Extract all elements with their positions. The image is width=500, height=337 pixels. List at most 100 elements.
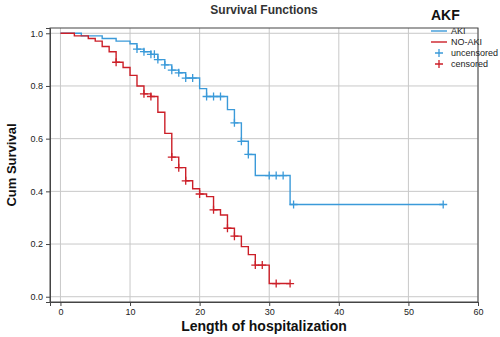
x-tick-label: 0 (58, 307, 63, 317)
y-axis-title: Cum Survival (4, 123, 19, 206)
survival-line (60, 33, 290, 283)
x-tick: 20 (195, 302, 205, 317)
censor-mark (182, 177, 190, 185)
censor-mark (150, 50, 158, 58)
censor-mark (258, 261, 266, 269)
censor-mark (203, 93, 211, 101)
x-tick: 60 (473, 302, 483, 317)
x-tick: 30 (265, 302, 275, 317)
y-tick-label: 0.8 (30, 81, 43, 91)
y-tick-label: 0.2 (30, 239, 43, 249)
legend-symbol (431, 30, 447, 31)
censor-mark (217, 93, 225, 101)
x-axis-line (51, 303, 479, 307)
y-axis: 0.0 0.2 0.4 0.6 0.8 1.0 (30, 29, 50, 303)
survival-line (60, 33, 443, 204)
censor-mark (182, 74, 190, 82)
x-tick-label: 60 (473, 307, 483, 317)
censor-mark (272, 280, 280, 288)
y-tick: 0.2 (30, 239, 50, 249)
grid-line-y (50, 138, 478, 139)
grid-line-y (50, 296, 478, 297)
censor-mark (140, 48, 148, 56)
y-tick-label: 0.4 (30, 187, 43, 197)
x-tick-label: 40 (334, 307, 344, 317)
y-tick-mark (46, 244, 50, 245)
x-axis: 0 10 20 30 40 50 60 (51, 302, 484, 317)
censor-mark (230, 119, 238, 127)
censor-mark (210, 206, 218, 214)
censor-mark (439, 201, 447, 209)
x-tick-mark (269, 302, 270, 306)
x-tick-mark (408, 302, 409, 306)
censor-mark (230, 232, 238, 240)
y-tick-mark (46, 139, 50, 140)
grid-line-x (269, 28, 270, 302)
censor-mark (133, 45, 141, 53)
x-tick-mark (478, 302, 479, 306)
plot-area (60, 33, 447, 287)
legend-symbol (431, 41, 447, 42)
censor-mark (140, 90, 148, 98)
x-tick-mark (60, 302, 61, 306)
plot-frame (50, 28, 478, 302)
censor-mark (265, 172, 273, 180)
censor-mark (279, 172, 287, 180)
censor-mark (272, 172, 280, 180)
grid-line-x (338, 28, 339, 302)
legend-label: uncensored (451, 48, 498, 58)
censor-mark (251, 261, 259, 269)
censor-mark (290, 201, 298, 209)
y-tick-label: 0.0 (30, 292, 43, 302)
censor-mark (147, 93, 155, 101)
grid-line-x (408, 28, 409, 302)
y-tick-mark (46, 191, 50, 192)
x-tick-label: 20 (195, 307, 205, 317)
censor-mark (223, 224, 231, 232)
x-tick: 10 (126, 302, 136, 317)
y-tick-mark (46, 33, 50, 34)
legend-symbol (435, 49, 443, 57)
censor-mark (244, 150, 252, 158)
censor-mark (168, 66, 176, 74)
y-tick-label: 1.0 (30, 29, 43, 39)
legend: AKFAKINO-AKIuncensoredcensored (431, 7, 498, 69)
grid-line-x (60, 28, 61, 302)
chart: 0 10 20 30 40 50 60 0.0 0.2 0.4 0.6 0.8 1.0 Survival … (0, 0, 500, 337)
plot-background (50, 28, 478, 302)
censor-mark (112, 58, 120, 66)
legend-label: AKI (451, 26, 466, 36)
chart-title: Survival Functions (210, 3, 318, 17)
x-tick-mark (130, 302, 131, 306)
x-tick-label: 30 (265, 307, 275, 317)
y-tick: 0.8 (30, 81, 50, 91)
x-tick-mark (200, 302, 201, 306)
legend-symbol (435, 60, 443, 68)
grid-line-y (50, 33, 478, 34)
y-tick-mark (46, 86, 50, 87)
grid-line-y (50, 191, 478, 192)
censor-mark (189, 74, 197, 82)
x-tick-label: 10 (126, 307, 136, 317)
x-tick: 0 (58, 302, 63, 317)
y-tick-mark (46, 297, 50, 298)
censor-mark (175, 164, 183, 172)
censor-mark (286, 280, 294, 288)
y-tick: 1.0 (30, 29, 50, 39)
censor-mark (161, 61, 169, 69)
y-tick: 0.0 (30, 292, 50, 302)
x-axis-title: Length of hospitalization (181, 318, 347, 334)
grid-line-x (199, 28, 200, 302)
legend-label: NO-AKI (451, 37, 482, 47)
x-tick: 50 (404, 302, 414, 317)
censor-mark (175, 69, 183, 77)
censor-mark (196, 190, 204, 198)
y-tick-label: 0.6 (30, 134, 43, 144)
censor-mark (154, 56, 162, 64)
legend-title: AKF (431, 7, 460, 23)
x-tick-label: 50 (404, 307, 414, 317)
x-tick: 40 (334, 302, 344, 317)
y-tick: 0.6 (30, 134, 50, 144)
censor-mark (210, 93, 218, 101)
censor-mark (168, 153, 176, 161)
